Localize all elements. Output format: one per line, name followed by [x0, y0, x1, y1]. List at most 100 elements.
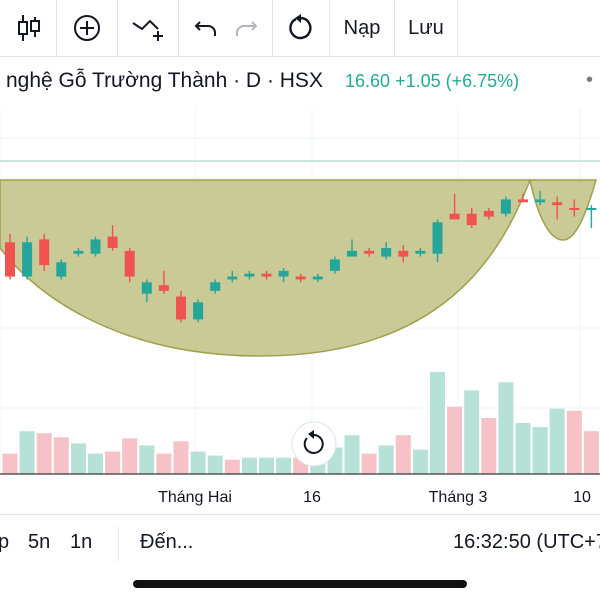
redo-icon[interactable]: [226, 0, 266, 56]
candle-body: [381, 248, 392, 257]
compare-symbol-icon[interactable]: [118, 0, 178, 56]
candle-body: [261, 273, 272, 277]
volume-bar: [344, 435, 360, 474]
reset-chart-icon: [303, 434, 324, 454]
more-dot[interactable]: •: [586, 69, 594, 91]
volume-bar: [276, 457, 292, 474]
candle-body: [141, 282, 152, 294]
home-indicator[interactable]: [133, 580, 467, 588]
candles-icon[interactable]: [0, 0, 56, 56]
interval-1n-button[interactable]: 1n: [70, 531, 93, 553]
x-tick-label: 3: [0, 489, 1, 506]
symbol-interval: D: [245, 69, 262, 92]
symbol-name: nghệ Gỗ Trường Thành: [6, 69, 228, 92]
volume-bar: [190, 451, 206, 474]
volume-bar: [139, 445, 155, 474]
candle-body: [22, 242, 33, 277]
volume-bar: [36, 433, 52, 474]
undo-icon[interactable]: [186, 0, 226, 56]
x-tick-label: Tháng Hai: [158, 489, 232, 506]
volume-bar: [481, 417, 497, 474]
volume-bar: [361, 453, 377, 474]
candle-body: [73, 250, 84, 254]
x-tick-label: 16: [303, 489, 321, 506]
load-button[interactable]: Nạp: [330, 0, 394, 56]
candle-body: [90, 239, 101, 254]
symbol-exchange: HSX: [279, 69, 323, 92]
volume-bar: [156, 453, 172, 474]
volume-bar: [19, 431, 35, 474]
volume-bar: [207, 455, 223, 474]
interval-partial-button[interactable]: p: [0, 531, 10, 553]
last-price: 16.60: [345, 71, 391, 91]
load-label: Nạp: [343, 16, 381, 39]
candle-body: [432, 222, 443, 254]
cup-pattern-drawing[interactable]: [0, 179, 532, 357]
clock-timezone[interactable]: 16:32:50 (UTC+7: [453, 531, 600, 553]
add-indicator-icon[interactable]: [57, 0, 117, 56]
candle-body: [295, 276, 306, 280]
volume-bar: [583, 431, 599, 474]
candle-body: [5, 242, 15, 277]
price-change-pct: (+6.75%): [445, 71, 520, 91]
candle-body: [158, 285, 169, 291]
volume-bar: [549, 408, 565, 474]
volume-bar: [378, 445, 394, 474]
candle-body: [500, 199, 511, 214]
candle-body: [124, 250, 135, 277]
candle-body: [278, 270, 289, 277]
volume-bar: [88, 453, 103, 474]
candle-body: [244, 273, 255, 277]
candle-body: [466, 213, 477, 226]
volume-bar: [173, 441, 189, 474]
candle-body: [107, 236, 118, 248]
volume-bar: [532, 427, 548, 474]
candle-body: [569, 208, 580, 210]
volume-bar: [412, 449, 428, 474]
bottom-toolbar: p 5n 1n Đến... 16:32:50 (UTC+7: [0, 514, 600, 573]
candle-body: [518, 199, 528, 203]
candle-body: [347, 250, 357, 257]
volume-bar: [515, 423, 531, 474]
goto-date-button[interactable]: Đến...: [140, 531, 194, 553]
candle-body: [398, 250, 409, 257]
candle-body: [535, 199, 546, 203]
volume-bar: [53, 437, 69, 474]
toolbar: Nạp Lưu: [0, 0, 600, 57]
candle-body: [364, 250, 375, 254]
volume-bar: [430, 372, 445, 474]
candle-body: [227, 276, 238, 280]
symbol-legend[interactable]: nghệ Gỗ Trường Thành · D · HSX 16.60 +1.…: [0, 57, 600, 107]
volume-bar: [310, 463, 326, 474]
volume-bar: [70, 443, 86, 474]
candle-body: [210, 282, 221, 291]
candle-body: [329, 259, 340, 271]
volume-bar: [447, 406, 463, 474]
volume-bar: [259, 457, 274, 474]
chart-canvas[interactable]: 3 Tháng Hai 16 Tháng 3 10: [0, 108, 600, 508]
symbol-title: nghệ Gỗ Trường Thành · D · HSX: [6, 69, 323, 92]
candle-body: [483, 210, 494, 217]
price-chart[interactable]: 3 Tháng Hai 16 Tháng 3 10: [0, 108, 600, 508]
x-tick-label: 10: [573, 489, 591, 506]
volume-bar: [2, 453, 18, 474]
volume-bar: [122, 438, 138, 474]
interval-5n-button[interactable]: 5n: [28, 531, 51, 553]
reset-icon[interactable]: [273, 0, 329, 56]
candle-body: [56, 262, 67, 277]
volume-bar: [241, 457, 257, 474]
volume-bar: [464, 390, 480, 474]
price-change: +1.05: [395, 71, 441, 91]
reset-chart-button[interactable]: [291, 421, 337, 467]
save-button[interactable]: Lưu: [395, 0, 457, 56]
handle-pattern-drawing[interactable]: [529, 179, 597, 241]
candle-body: [552, 202, 563, 206]
volume-bar: [224, 459, 240, 474]
save-label: Lưu: [408, 16, 444, 39]
x-tick-label: Tháng 3: [429, 489, 488, 506]
volume-bar: [395, 435, 411, 474]
candle-body: [193, 302, 204, 320]
candle-body: [415, 250, 426, 254]
price-info: 16.60 +1.05 (+6.75%): [345, 71, 519, 92]
candle-body: [312, 276, 323, 280]
